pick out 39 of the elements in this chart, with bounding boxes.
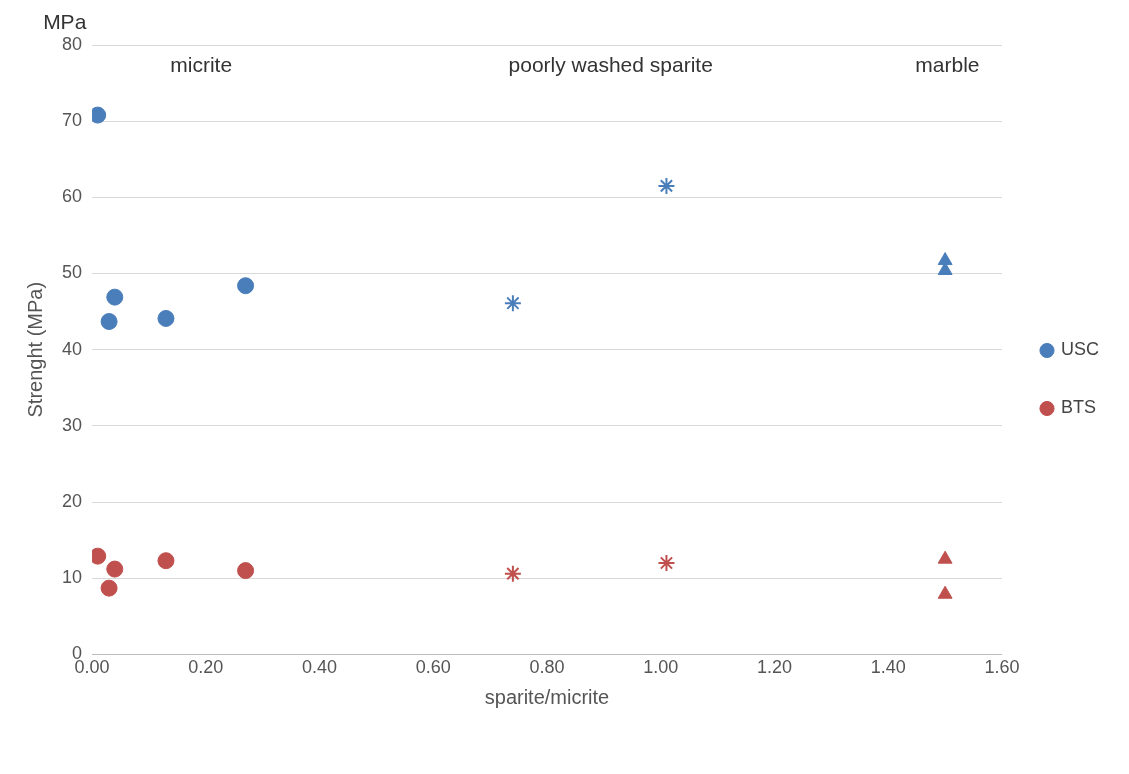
x-tick-label: 0.80 — [529, 657, 565, 678]
y-tick-label: 40 — [61, 338, 83, 359]
point — [237, 562, 255, 580]
x-tick-label: 0.40 — [301, 657, 338, 678]
annotation: poorly washed sparite — [508, 53, 713, 77]
y-tick-label: 80 — [61, 33, 83, 54]
point — [937, 252, 953, 266]
y-axis-title: Strenght (MPa) — [23, 281, 46, 418]
point — [657, 553, 676, 572]
y-tick-label: 70 — [61, 110, 83, 131]
point — [237, 277, 255, 295]
point — [157, 309, 175, 327]
x-tick-label: 0.20 — [188, 657, 224, 678]
point — [106, 560, 124, 578]
y-tick-label: 30 — [61, 414, 83, 435]
annotation: marble — [915, 53, 980, 77]
x-tick-label: 1.00 — [643, 657, 679, 678]
y-tick-label: 60 — [61, 186, 83, 207]
point — [106, 288, 124, 306]
y-tick-label: 10 — [61, 567, 83, 588]
point — [503, 294, 522, 313]
y-tick-label: 50 — [61, 262, 83, 283]
point — [937, 585, 953, 599]
point — [157, 552, 175, 570]
x-tick-label: 1.40 — [870, 657, 906, 678]
x-tick-label: 1.20 — [756, 657, 793, 678]
legend-label: BTS — [1061, 397, 1097, 418]
y-tick-label: 20 — [61, 491, 83, 512]
point — [100, 579, 118, 597]
x-tick-label: 1.60 — [984, 657, 1020, 678]
legend-label: USC — [1061, 339, 1100, 360]
point — [657, 176, 676, 195]
point — [100, 313, 118, 331]
x-tick-label: 0.60 — [415, 657, 451, 678]
point — [937, 550, 953, 564]
x-axis-title: sparite/micrite — [484, 685, 610, 708]
text: MPa — [43, 10, 87, 34]
point — [503, 564, 522, 583]
annotation: micrite — [170, 53, 233, 77]
